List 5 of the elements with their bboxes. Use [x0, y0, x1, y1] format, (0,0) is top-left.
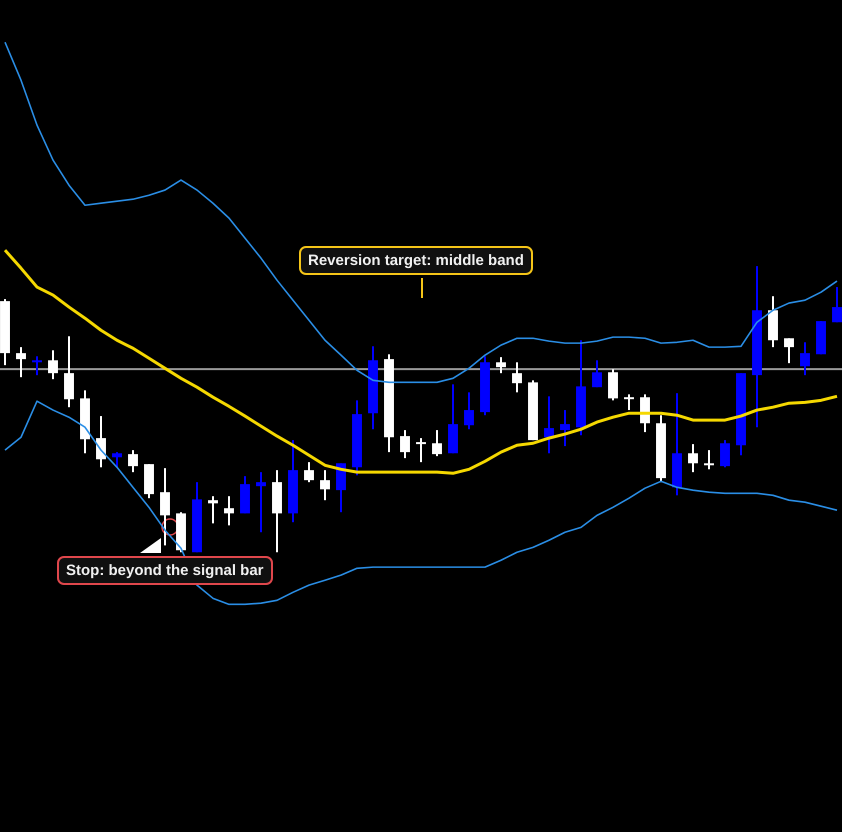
candlestick [416, 438, 426, 462]
candlestick [704, 450, 714, 470]
annotation: Reversion target: middle band [299, 246, 533, 275]
text: Stop: beyond the signal bar [57, 556, 273, 585]
candlestick [256, 472, 266, 532]
